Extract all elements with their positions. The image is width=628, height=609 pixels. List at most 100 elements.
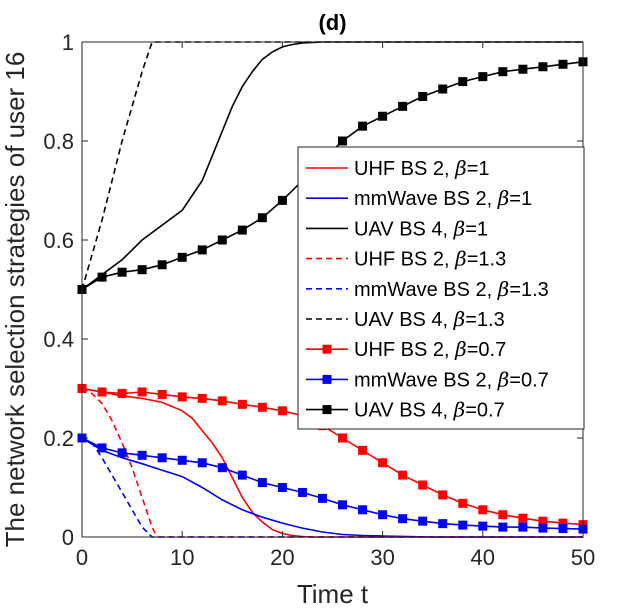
data-point-6-2 — [117, 388, 127, 398]
x-tick-label: 10 — [170, 545, 194, 570]
x-tick-label: 40 — [471, 545, 495, 570]
legend-beta-symbol: β — [453, 307, 466, 331]
legend-label-suffix: =1 — [465, 218, 488, 240]
y-tick-label: 0.4 — [43, 327, 74, 352]
legend-label-suffix: =0.7 — [467, 339, 506, 361]
legend-beta-symbol: β — [453, 216, 466, 240]
data-point-8-9 — [257, 213, 267, 223]
legend-marker-8 — [322, 405, 332, 415]
data-point-6-14 — [358, 445, 368, 455]
legend-entry-4: mmWave BS 2, β=1.3 — [354, 277, 549, 301]
data-point-7-15 — [378, 510, 388, 520]
legend-label-prefix: mmWave BS 2, — [354, 369, 498, 391]
data-point-8-16 — [398, 101, 408, 111]
x-axis-title: Time t — [297, 579, 369, 609]
data-point-6-18 — [438, 490, 448, 500]
data-point-8-19 — [458, 77, 468, 87]
legend-beta-symbol: β — [454, 337, 467, 361]
legend-label-prefix: mmWave BS 2, — [354, 188, 498, 210]
data-point-8-18 — [438, 84, 448, 94]
data-point-6-8 — [237, 399, 247, 409]
legend-marker-6 — [322, 344, 332, 354]
data-point-6-9 — [257, 402, 267, 412]
data-point-6-5 — [177, 392, 187, 402]
x-tick-label: 50 — [571, 545, 595, 570]
x-tick-label: 30 — [370, 545, 394, 570]
data-point-6-15 — [378, 458, 388, 468]
data-point-8-4 — [157, 260, 167, 270]
data-point-8-20 — [478, 72, 488, 82]
series-line-3 — [81, 387, 583, 538]
data-point-6-24 — [558, 518, 568, 528]
legend-entry-0: UHF BS 2, β=1 — [354, 156, 490, 180]
data-point-6-17 — [418, 480, 428, 490]
series-line-5 — [81, 41, 583, 290]
legend-entry-1: mmWave BS 2, β=1 — [354, 186, 532, 210]
legend-label-prefix: mmWave BS 2, — [354, 279, 498, 301]
data-point-8-13 — [338, 136, 348, 146]
legend-label-prefix: UAV BS 4, — [354, 218, 454, 240]
data-point-7-5 — [177, 455, 187, 465]
data-point-8-15 — [378, 111, 388, 121]
legend-label-suffix: =1.3 — [509, 279, 548, 301]
data-point-7-20 — [478, 521, 488, 531]
legend-label-suffix: =0.7 — [465, 400, 504, 422]
data-point-6-7 — [217, 396, 227, 406]
legend-label-prefix: UAV BS 4, — [354, 400, 454, 422]
legend-label-suffix: =1.3 — [467, 249, 506, 271]
data-point-7-13 — [338, 500, 348, 510]
data-point-6-13 — [338, 433, 348, 443]
legend-entry-3: UHF BS 2, β=1.3 — [354, 247, 506, 271]
data-point-7-16 — [398, 514, 408, 524]
data-point-8-23 — [538, 62, 548, 72]
data-point-7-7 — [217, 463, 227, 473]
y-axis-title: The network selection strategies of user… — [0, 52, 30, 548]
legend-beta-symbol: β — [454, 247, 467, 271]
data-point-6-20 — [478, 505, 488, 515]
data-point-7-3 — [137, 450, 147, 460]
data-point-6-16 — [398, 470, 408, 480]
data-point-7-12 — [317, 493, 327, 503]
chart-title: (d) — [318, 10, 346, 35]
legend-label-suffix: =1 — [467, 158, 490, 180]
data-point-7-10 — [277, 483, 287, 492]
data-point-8-24 — [558, 59, 568, 69]
data-point-7-22 — [518, 522, 528, 532]
data-point-6-1 — [97, 387, 107, 397]
data-point-8-8 — [237, 225, 247, 235]
legend-entry-5: UAV BS 4, β=1.3 — [354, 307, 505, 331]
data-point-6-23 — [538, 516, 548, 526]
legend-entry-7: mmWave BS 2, β=0.7 — [354, 367, 549, 391]
legend-beta-symbol: β — [454, 156, 467, 180]
legend-beta-symbol: β — [453, 398, 466, 422]
legend-entry-6: UHF BS 2, β=0.7 — [354, 337, 506, 361]
data-point-6-3 — [137, 387, 147, 397]
data-point-7-9 — [257, 478, 267, 488]
data-point-8-5 — [177, 252, 187, 262]
data-point-8-17 — [418, 91, 428, 101]
legend-label-suffix: =1.3 — [465, 309, 504, 331]
data-point-7-23 — [538, 523, 548, 533]
data-point-7-21 — [498, 522, 508, 532]
data-point-7-1 — [97, 443, 107, 453]
y-tick-label: 0.2 — [43, 426, 74, 451]
data-point-8-2 — [117, 267, 127, 277]
data-point-8-21 — [498, 67, 508, 77]
legend-entry-2: UAV BS 4, β=1 — [354, 216, 488, 240]
legend-beta-symbol: β — [497, 186, 510, 210]
legend-label-prefix: UHF BS 2, — [354, 249, 455, 271]
data-point-6-10 — [277, 406, 287, 416]
data-point-8-1 — [97, 272, 107, 282]
y-tick-label: 1 — [62, 30, 74, 55]
data-point-7-17 — [418, 516, 428, 526]
data-point-6-21 — [498, 510, 508, 520]
data-point-8-3 — [137, 265, 147, 275]
legend-box — [297, 146, 585, 430]
data-point-8-22 — [518, 64, 528, 74]
data-point-8-7 — [217, 235, 227, 245]
y-tick-label: 0.8 — [43, 129, 74, 154]
data-point-7-18 — [438, 519, 448, 529]
data-point-7-8 — [237, 470, 247, 480]
